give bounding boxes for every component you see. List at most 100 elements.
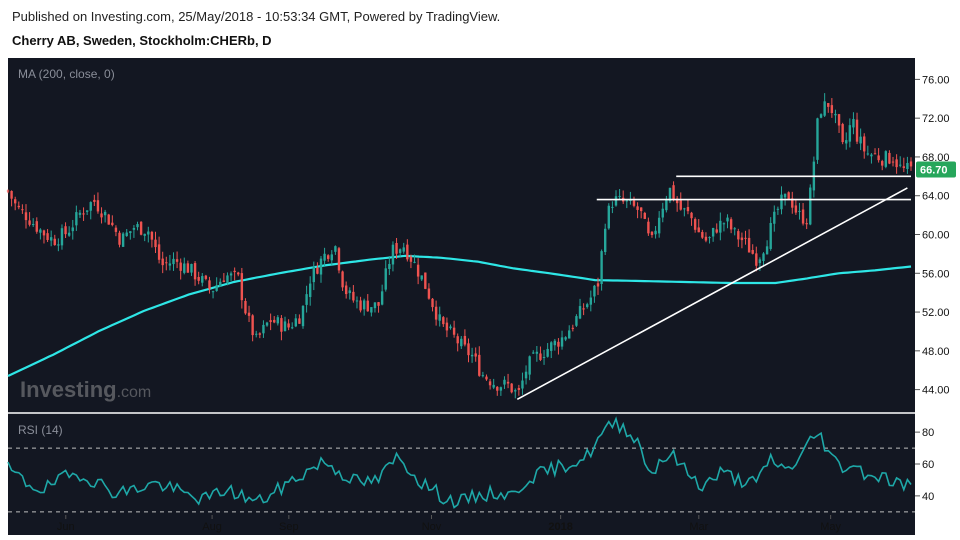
candle [863,133,866,159]
candle [895,154,898,174]
candle [528,355,531,381]
candle [24,204,28,229]
candle [276,315,280,326]
candle [611,201,614,214]
candle [42,229,46,244]
candle [787,191,790,201]
candle [888,150,891,165]
candle [420,275,423,282]
candle [255,330,258,338]
candle [596,277,600,295]
candle [237,271,240,277]
candle [424,272,427,290]
price-tick-label: 56.00 [922,268,950,280]
candle [870,153,873,164]
candle [550,341,553,359]
candle [154,231,157,254]
candle [46,229,49,243]
time-tick-label: Sep [279,521,299,533]
candle [201,273,204,287]
candle [607,203,611,230]
candle [729,217,733,234]
candle [517,384,521,396]
candle [697,219,700,233]
candle [884,150,888,169]
candle [265,321,269,327]
rsi-pane [7,416,915,513]
price-tick-label: 44.00 [922,385,950,397]
candle [600,249,603,291]
candle [902,157,906,173]
candle [614,190,618,207]
candle [578,298,582,320]
candle [291,322,294,330]
candle [395,237,398,259]
moving-average-layer [7,254,912,377]
candle [690,211,693,226]
price-axis: 44.00 48.00 52.00 56.00 60.00 64.00 68.00 72.00… [915,74,956,397]
candle [542,349,546,365]
candle [190,263,193,276]
investing-watermark: Investing.com [20,377,151,402]
candle [251,314,254,342]
candle [679,192,682,211]
candle [139,221,143,236]
candle [560,330,564,350]
candle [226,272,229,286]
candle [366,294,369,312]
candle [222,273,226,283]
candle [539,346,542,362]
candle [434,300,438,326]
candle [841,122,844,145]
candle [319,256,323,283]
price-tick-label: 60.00 [922,230,950,242]
candle [586,302,589,309]
candle [899,156,902,168]
candle [693,217,697,233]
candle [391,241,395,272]
candle [121,232,125,247]
candle [665,195,668,213]
candle [776,206,780,215]
candle [855,112,859,145]
candle [657,211,661,238]
candle [499,386,503,396]
candle [668,187,672,204]
candle [229,271,233,281]
candle [380,284,384,306]
candle [211,290,215,299]
candle [49,230,53,247]
candle [35,217,38,234]
candle [686,199,690,215]
candle [751,244,754,255]
candle [89,201,92,220]
candle [456,333,459,352]
candle [179,258,182,280]
candle [553,338,557,351]
candle [877,148,880,163]
price-tick-label: 64.00 [922,191,950,203]
candle [10,190,13,207]
candle [53,234,56,246]
candle [805,218,808,230]
candle [740,232,744,249]
candle [431,297,434,312]
candle [496,386,499,396]
candle [478,346,481,377]
candle [535,345,539,362]
candle [118,230,121,248]
candle [64,222,67,238]
candle [398,248,402,257]
candle [618,188,621,200]
candle [546,343,549,358]
candle [755,246,758,272]
candle [402,242,405,254]
candle [604,223,607,255]
candle [384,260,387,292]
rsi-tick-label: 80 [922,427,934,439]
candle [183,257,186,275]
candle [355,296,359,309]
candle [647,217,650,236]
time-tick-label: May [820,521,841,533]
